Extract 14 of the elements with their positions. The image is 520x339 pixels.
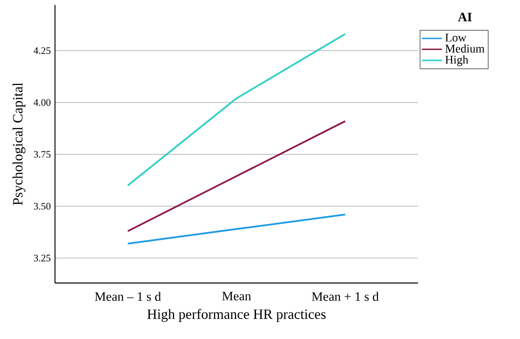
y-tick-label: 3.75 bbox=[34, 150, 50, 158]
x-axis-title: High performance HR practices bbox=[147, 308, 326, 322]
x-tick-label: Mean – 1 s d bbox=[94, 292, 161, 301]
y-tick-label: 3.50 bbox=[34, 202, 50, 210]
x-tick-label: Mean + 1 s d bbox=[312, 292, 379, 301]
legend-label: High bbox=[445, 55, 468, 66]
y-tick-label: 4.00 bbox=[34, 99, 50, 106]
x-tick-label: Mean bbox=[222, 292, 251, 300]
y-tick-label: 4.25 bbox=[34, 47, 50, 54]
y-tick-label: 3.25 bbox=[34, 254, 50, 262]
y-axis-title: Psychological Capital bbox=[12, 82, 26, 206]
legend-label: Medium bbox=[445, 44, 484, 53]
legend-title: AI bbox=[458, 12, 472, 22]
legend-label: Low bbox=[445, 34, 466, 42]
